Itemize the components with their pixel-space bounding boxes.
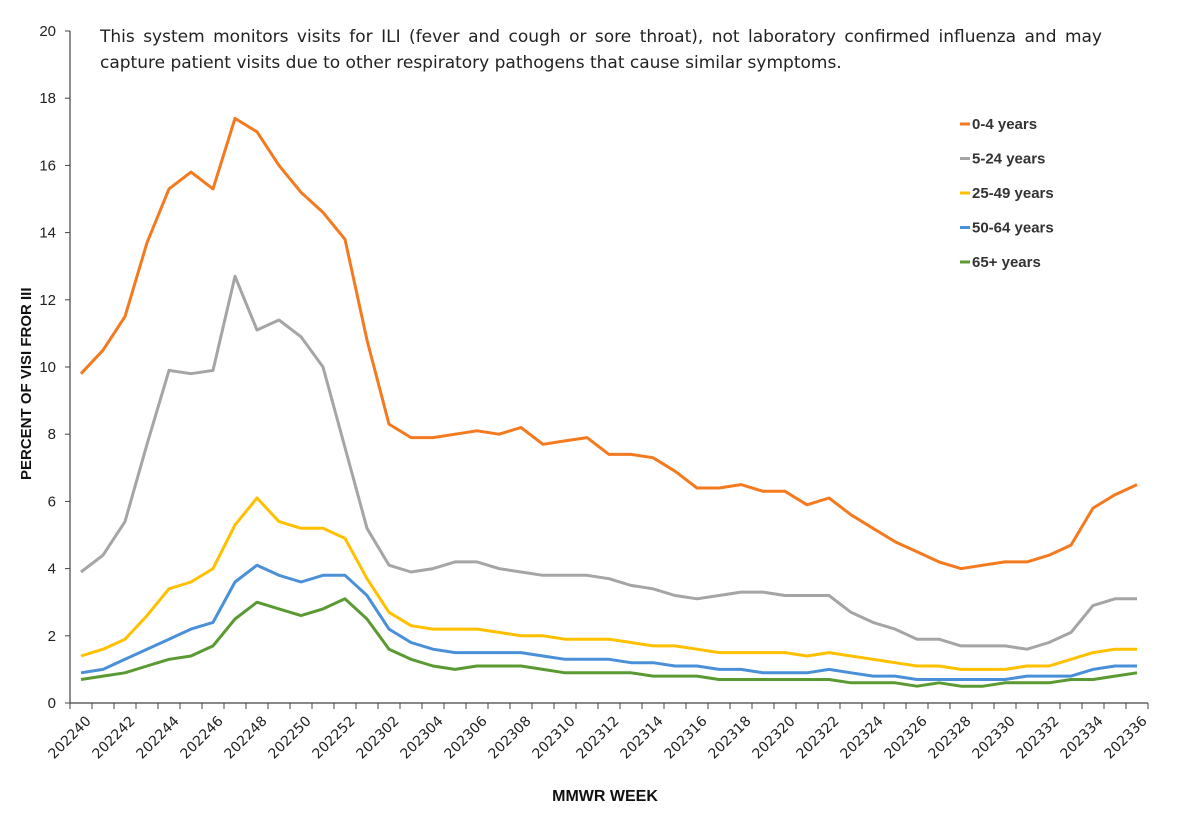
y-tick-label: 8 xyxy=(48,426,56,443)
x-tick-label: 202250 xyxy=(266,713,315,762)
series-line-0-4-years xyxy=(79,116,1138,571)
y-tick-label: 14 xyxy=(39,225,56,242)
x-tick-label: 202336 xyxy=(1102,713,1151,762)
x-tick-label: 202304 xyxy=(398,713,447,762)
x-tick-label: 202334 xyxy=(1058,713,1107,762)
x-tick-label: 202322 xyxy=(794,713,843,762)
x-tick-label: 202310 xyxy=(530,713,579,762)
x-tick-label: 202332 xyxy=(1014,713,1063,762)
x-tick-label: 202248 xyxy=(222,713,271,762)
x-tick-label: 202324 xyxy=(838,713,887,762)
series-line-65-years xyxy=(80,597,1138,688)
y-tick-label: 20 xyxy=(39,23,56,40)
x-tick-label: 202246 xyxy=(178,713,227,762)
legend: 0-4 years 5-24 years 25-49 years 50-64 year… xyxy=(960,116,1054,271)
x-tick-label: 202252 xyxy=(310,713,359,762)
y-tick-label: 6 xyxy=(48,493,56,510)
x-tick-label: 202302 xyxy=(354,713,403,762)
x-tick-label: 202320 xyxy=(750,713,799,762)
x-axis-label: MMWR WEEK xyxy=(552,788,658,805)
legend-label: 25-49 years xyxy=(972,185,1054,202)
legend-label: 65+ years xyxy=(972,254,1041,271)
legend-label: 5-24 years xyxy=(972,151,1045,168)
x-tick-label: 202328 xyxy=(926,713,975,762)
x-tick-label: 202326 xyxy=(882,713,931,762)
y-tick-label: 18 xyxy=(39,90,56,107)
x-tick-label: 202306 xyxy=(442,713,491,762)
series-line-25-49-years xyxy=(80,496,1137,671)
x-tick-label: 202240 xyxy=(46,713,95,762)
y-tick-label: 12 xyxy=(39,292,56,309)
x-tick-label: 202244 xyxy=(134,713,183,762)
x-tick-label: 202312 xyxy=(574,713,623,762)
y-tick-label: 0 xyxy=(48,695,56,712)
chart-note: This system monitors visits for ILI (fev… xyxy=(100,27,1102,73)
legend-label: 0-4 years xyxy=(972,116,1037,133)
y-tick-label: 4 xyxy=(48,561,56,578)
y-axis-label: PERCENT OF VISI FROR III xyxy=(18,287,35,480)
x-tick-label: 202314 xyxy=(618,713,667,762)
y-tick-label: 16 xyxy=(39,157,56,174)
series-line-50-64-years xyxy=(80,563,1137,681)
y-tick-label: 10 xyxy=(39,359,56,376)
x-tick-label: 202242 xyxy=(90,713,139,762)
x-tick-label: 202330 xyxy=(970,713,1019,762)
series-lines xyxy=(79,116,1138,688)
axes: 0246810121416182020224020224220224420224… xyxy=(39,23,1150,762)
series-line-5-24-years xyxy=(80,274,1137,651)
y-tick-label: 2 xyxy=(48,628,56,645)
legend-label: 50-64 years xyxy=(972,220,1054,237)
x-tick-label: 202316 xyxy=(662,713,711,762)
x-tick-label: 202318 xyxy=(706,713,755,762)
x-tick-label: 202308 xyxy=(486,713,535,762)
